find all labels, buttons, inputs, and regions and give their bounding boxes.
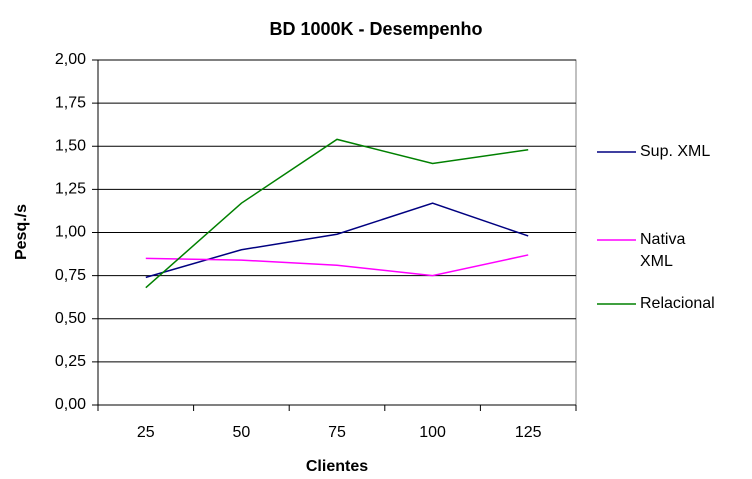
y-tick-label: 1,25 — [55, 181, 86, 198]
legend-label: Nativa XML — [640, 231, 686, 270]
y-tick-label: 0,50 — [55, 310, 86, 327]
series-line — [145, 138, 529, 289]
series-line — [145, 202, 529, 279]
x-tick-label: 50 — [233, 424, 251, 441]
x-tick-label: 25 — [137, 424, 155, 441]
x-tick-label: 75 — [328, 424, 346, 441]
x-tick-label: 125 — [515, 424, 542, 441]
x-tick-label: 100 — [419, 424, 446, 441]
y-tick-label: 2,00 — [55, 51, 86, 68]
chart-title: BD 1000K - Desempenho — [269, 19, 482, 39]
legend-label: Relacional — [640, 295, 715, 312]
series-line — [145, 254, 529, 277]
y-tick-label: 1,75 — [55, 94, 86, 111]
y-tick-label: 0,25 — [55, 353, 86, 370]
y-axis-label: Pesq./s — [13, 204, 30, 260]
y-tick-label: 0,75 — [55, 267, 86, 284]
y-tick-label: 1,00 — [55, 224, 86, 241]
y-tick-label: 1,50 — [55, 137, 86, 154]
y-tick-label: 0,00 — [55, 396, 86, 413]
legend-label: Sup. XML — [640, 143, 711, 160]
x-axis-label: Clientes — [306, 458, 368, 475]
